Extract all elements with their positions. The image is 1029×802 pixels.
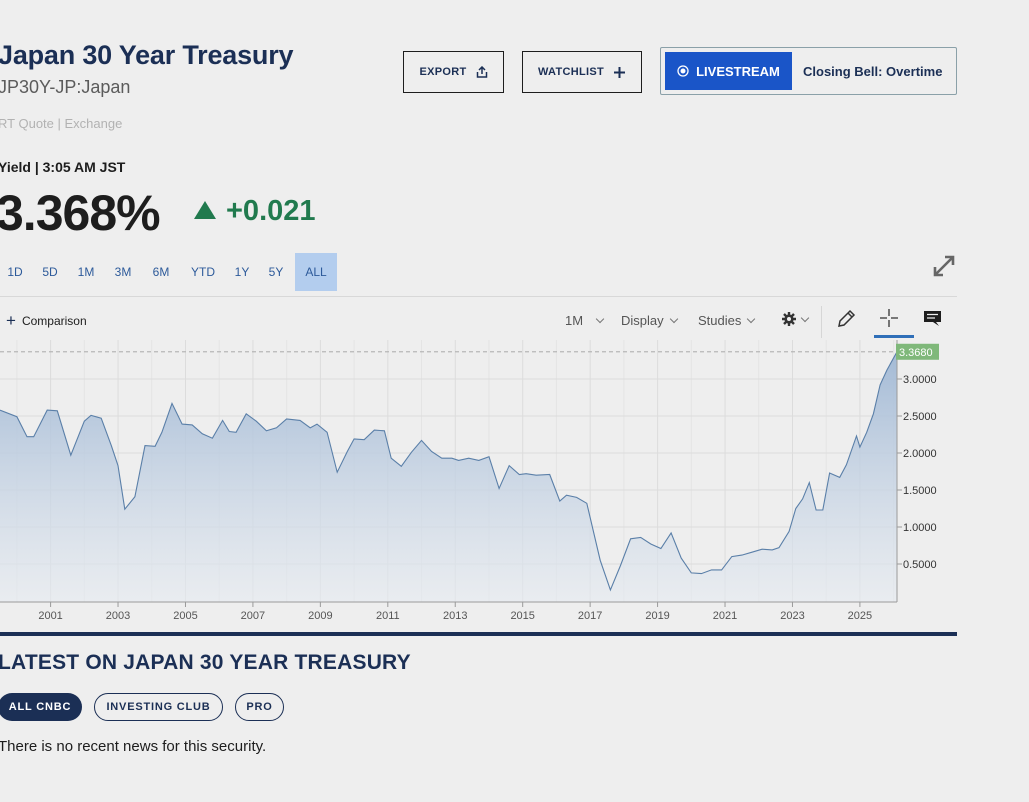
crosshair-icon[interactable] (879, 308, 899, 328)
active-tool-indicator (874, 335, 914, 338)
range-1y[interactable]: 1Y (234, 265, 250, 279)
x-tick-label: 2007 (241, 610, 265, 622)
watchlist-button[interactable]: WATCHLIST (522, 51, 642, 93)
y-tick-label: 1.0000 (903, 522, 937, 534)
live-dot-icon (677, 65, 689, 77)
toolbar-separator (821, 306, 822, 338)
price-change: +0.021 (226, 195, 316, 227)
display-label: Display (621, 313, 664, 328)
triangle-up-icon (194, 201, 216, 219)
comparison-button[interactable]: + Comparison (6, 311, 87, 330)
studies-label: Studies (698, 313, 742, 328)
watchlist-label: WATCHLIST (537, 66, 605, 78)
export-button[interactable]: EXPORT (403, 51, 504, 93)
plus-icon: + (6, 311, 16, 330)
settings-dropdown[interactable] (781, 311, 810, 327)
x-tick-label: 2019 (645, 610, 669, 622)
range-1m[interactable]: 1M (77, 265, 95, 279)
livestream-button[interactable]: LIVESTREAM (665, 52, 792, 90)
yield-timestamp: Yield | 3:05 AM JST (0, 159, 126, 175)
chevron-down-icon (669, 314, 678, 324)
pencil-icon[interactable] (836, 309, 856, 329)
x-tick-label: 2017 (578, 610, 602, 622)
x-tick-label: 2013 (443, 610, 467, 622)
yield-chart[interactable]: 2001 2003 2005 2007 2009 2011 2013 2015 2017 2019… (0, 340, 957, 630)
range-5y[interactable]: 5Y (268, 265, 284, 279)
gear-icon (782, 312, 796, 326)
security-symbol: JP30Y-JP:Japan (0, 77, 131, 97)
range-all[interactable]: ALL (295, 253, 337, 291)
y-tick-label: 2.5000 (903, 411, 937, 423)
expand-icon[interactable] (930, 252, 958, 280)
quote-type-label: RT Quote | Exchange (0, 116, 123, 131)
display-dropdown[interactable]: Display (621, 313, 678, 328)
x-tick-label: 2021 (713, 610, 737, 622)
empty-news-message: There is no recent news for this securit… (0, 738, 267, 755)
last-price: 3.368% (0, 185, 161, 241)
last-value-badge: 3.3680 (896, 343, 939, 360)
x-tick-label: 2003 (106, 610, 130, 622)
x-tick-label: 2011 (376, 610, 400, 622)
comment-icon[interactable] (923, 310, 942, 328)
export-label: EXPORT (419, 66, 467, 78)
y-tick-label: 1.5000 (903, 485, 937, 497)
yield-line (0, 351, 898, 592)
page-title: Japan 30 Year Treasury (0, 40, 294, 70)
range-6m[interactable]: 6M (152, 265, 170, 279)
chart-toolbar-divider (0, 296, 957, 297)
news-heading: LATEST ON JAPAN 30 YEAR TREASURY (0, 651, 411, 674)
range-3m[interactable]: 3M (114, 265, 132, 279)
x-tick-label: 2023 (780, 610, 804, 622)
x-tick-label: 2001 (38, 610, 62, 622)
y-tick-label: 3.0000 (903, 374, 937, 386)
x-tick-label: 2025 (848, 610, 872, 622)
comparison-label: Comparison (21, 314, 87, 328)
last-value-badge-bg (896, 343, 939, 360)
y-tick-label: 2.0000 (903, 448, 937, 460)
livestream-panel[interactable]: LIVESTREAM Closing Bell: Overtime (660, 47, 957, 95)
chevron-down-icon (747, 314, 756, 324)
range-ytd[interactable]: YTD (191, 265, 215, 279)
interval-dropdown[interactable]: 1M (565, 313, 605, 328)
plus-icon (614, 66, 626, 78)
livestream-label: LIVESTREAM (696, 63, 780, 79)
tab-investing-club[interactable]: INVESTING CLUB (94, 693, 223, 721)
x-axis: 2001 2003 2005 2007 2009 2011 2013 2015 2017 2019… (38, 602, 872, 622)
tab-all-cnbc[interactable]: ALL CNBC (0, 693, 82, 721)
chevron-down-icon (800, 313, 810, 322)
studies-dropdown[interactable]: Studies (698, 313, 756, 328)
share-icon (476, 66, 487, 78)
range-1d[interactable]: 1D (7, 265, 23, 279)
chevron-down-icon (595, 314, 605, 324)
section-divider (0, 632, 957, 636)
last-value-label: 3.3680 (899, 347, 933, 359)
x-tick-label: 2005 (173, 610, 197, 622)
x-tick-label: 2009 (308, 610, 332, 622)
interval-label: 1M (565, 313, 584, 328)
x-tick-label: 2015 (510, 610, 534, 622)
tab-pro[interactable]: PRO (235, 693, 284, 721)
y-tick-label: 0.5000 (903, 559, 937, 571)
y-axis: 0.5000 1.0000 1.5000 2.0000 2.5000 3.0000 (897, 374, 937, 571)
yield-area (0, 351, 897, 602)
livestream-show-title[interactable]: Closing Bell: Overtime (803, 64, 943, 79)
range-5d[interactable]: 5D (42, 265, 58, 279)
